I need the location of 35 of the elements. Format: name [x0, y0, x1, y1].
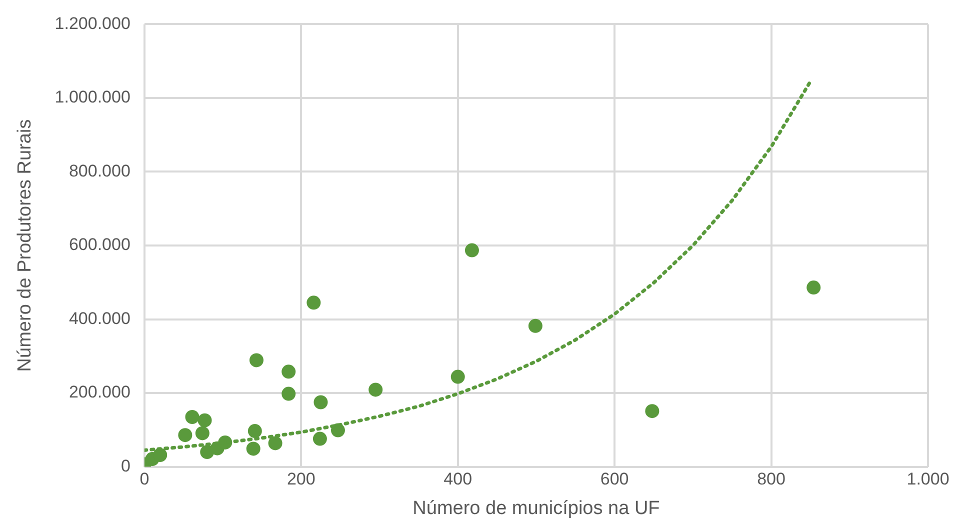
y-tick-label: 1.200.000: [54, 14, 130, 33]
point: [450, 370, 465, 384]
point: [198, 413, 212, 428]
y-tick-label: 400.000: [68, 308, 130, 328]
x-tick-label: 800: [757, 470, 786, 489]
point: [368, 382, 383, 397]
point: [268, 436, 282, 450]
point: [306, 296, 321, 310]
x-tick-label: 600: [600, 470, 629, 489]
y-tick-label: 200.000: [68, 382, 130, 402]
point: [248, 424, 262, 438]
point: [312, 432, 327, 446]
y-tick-label: 0: [120, 456, 130, 476]
point: [153, 448, 168, 462]
point: [282, 386, 296, 401]
x-tick-label: 200: [286, 470, 316, 489]
point: [314, 395, 328, 410]
point: [249, 353, 264, 368]
point: [464, 243, 479, 258]
y-tick-label: 1.000.000: [54, 88, 130, 107]
point: [528, 318, 542, 333]
y-tick-label: 600.000: [68, 235, 130, 254]
y-tick-label: 800.000: [68, 161, 130, 180]
x-tick-label: 1.000: [906, 470, 950, 489]
point: [178, 428, 192, 442]
point: [282, 364, 296, 379]
x-tick-label: 0: [140, 470, 150, 489]
point: [246, 442, 260, 456]
x-tick-label: 400: [444, 470, 472, 489]
x-axis-title: Número de municípios na UF: [412, 498, 660, 519]
point: [185, 410, 200, 424]
point: [806, 280, 821, 295]
y-axis-title: Número de Produtores Rurais: [14, 119, 36, 372]
point: [195, 426, 210, 440]
point: [645, 404, 660, 418]
